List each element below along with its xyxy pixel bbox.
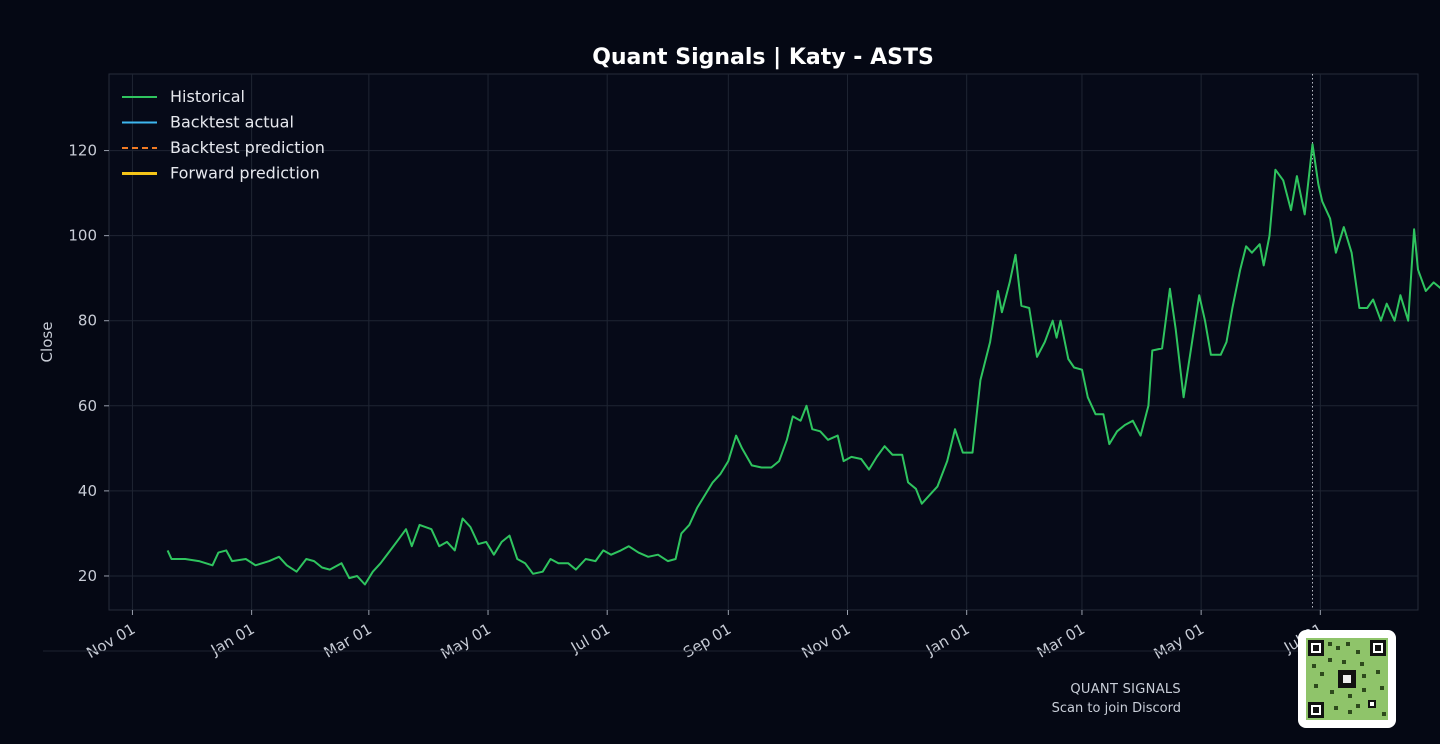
y-tick-label: 100: [68, 227, 97, 245]
x-tick-label: Jan 01: [207, 620, 258, 660]
y-tick-label: 120: [68, 142, 97, 160]
y-tick-label: 60: [78, 397, 97, 415]
y-tick-label: 40: [78, 482, 97, 500]
legend-label: Historical: [170, 87, 245, 106]
x-tick-label: Mar 01: [1034, 620, 1088, 662]
legend-label: Backtest actual: [170, 113, 294, 132]
discord-label: Scan to join Discord: [1051, 701, 1181, 716]
x-tick-label: Nov 01: [83, 620, 138, 662]
qr-code-image: [1306, 638, 1388, 720]
y-tick-label: 20: [78, 567, 97, 585]
x-tick-label: May 01: [438, 620, 495, 663]
legend-label: Forward prediction: [170, 164, 320, 183]
y-axis-label: Close: [38, 322, 56, 363]
chart-title: Quant Signals | Katy - ASTS: [592, 45, 934, 70]
x-tick-label: Mar 01: [321, 620, 375, 662]
x-tick-label: Jan 01: [922, 620, 973, 660]
x-tick-label: May 01: [1151, 620, 1208, 663]
plot-area: [108, 73, 1419, 611]
brand-label: QUANT SIGNALS: [1070, 682, 1181, 697]
legend-label: Backtest prediction: [170, 138, 325, 157]
x-tick-label: Nov 01: [798, 620, 853, 662]
qr-code[interactable]: [1298, 630, 1396, 728]
x-tick-label: Sep 01: [680, 620, 734, 662]
y-tick-label: 80: [78, 312, 97, 330]
series-line-historical: [166, 143, 1440, 586]
